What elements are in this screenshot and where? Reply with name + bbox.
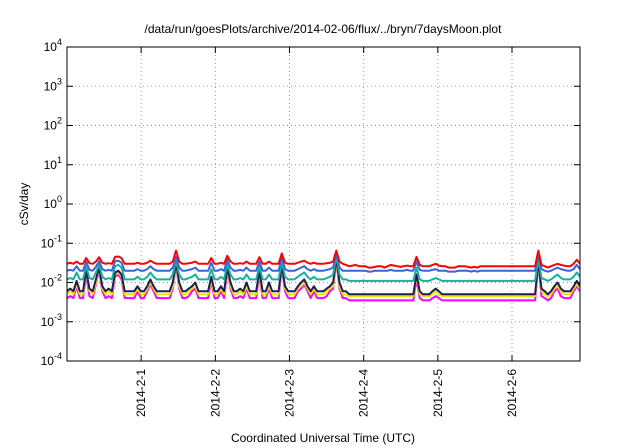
y-tick-label: 104: [44, 37, 62, 54]
x-tick-label: 2014-2-5: [431, 369, 445, 417]
y-tick-label: 10-2: [41, 273, 62, 290]
x-tick-label: 2014-2-4: [357, 369, 371, 417]
series-line: [67, 249, 580, 269]
y-axis: 10-4 10-3 10-2 10-1 100 101 102 103 104: [41, 37, 580, 368]
y-tick-label: 101: [44, 155, 62, 172]
y-tick-label: 10-1: [41, 233, 62, 250]
series-line: [67, 258, 580, 298]
x-tick-label: 2014-2-2: [208, 369, 222, 417]
y-tick-label: 100: [44, 194, 62, 211]
y-tick-label: 103: [44, 76, 62, 93]
y-tick-label: 10-3: [41, 312, 62, 329]
series-line: [67, 257, 580, 296]
chart-title: /data/run/goesPlots/archive/2014-02-06/f…: [145, 22, 503, 36]
y-axis-label: cSv/day: [17, 183, 31, 226]
x-tick-label: 2014-2-3: [283, 369, 297, 417]
y-tick-label: 102: [44, 116, 62, 133]
grid: [67, 47, 580, 361]
series-group: [67, 249, 580, 302]
x-axis: 2014-2-1 2014-2-2 2014-2-3 2014-2-4 2014-2-5…: [134, 47, 519, 417]
x-axis-label: Coordinated Universal Time (UTC): [231, 431, 415, 445]
series-line: [67, 255, 580, 282]
series-line: [67, 259, 580, 302]
plot-frame: [66, 46, 581, 362]
y-tick-label: 10-4: [41, 351, 62, 368]
x-tick-label: 2014-2-1: [134, 369, 148, 417]
series-line: [67, 252, 580, 273]
x-tick-label: 2014-2-6: [505, 369, 519, 417]
